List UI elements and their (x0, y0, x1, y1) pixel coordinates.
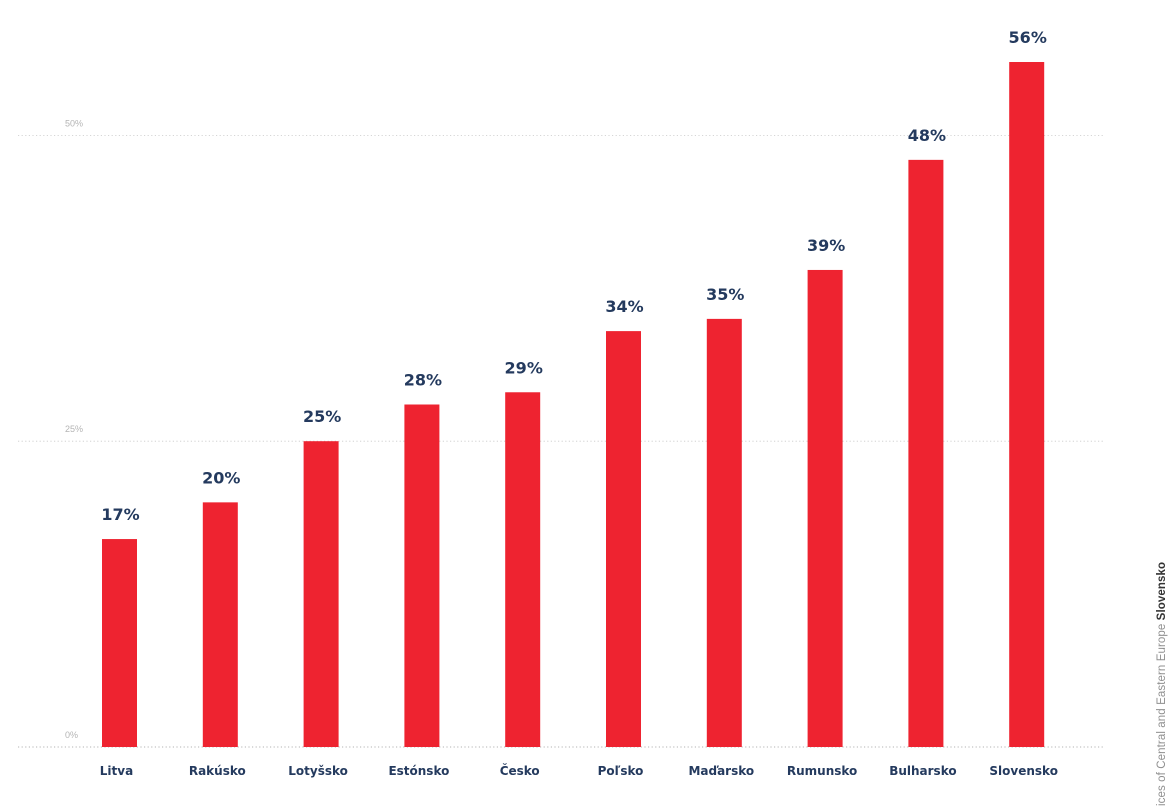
category-label: Litva (100, 764, 133, 778)
bar-bulharsko (908, 159, 944, 747)
category-label: Česko (500, 763, 540, 778)
bar-poľsko (606, 331, 641, 747)
value-label: 17% (101, 505, 139, 524)
bar-lotyšsko (303, 441, 339, 747)
source-note: ices of Central and Eastern Europe Slove… (1156, 562, 1168, 806)
bar-maďarsko (706, 318, 742, 747)
value-label: 28% (404, 371, 442, 390)
value-labels: 17% 20% 25% 28% 29% 34% 35% 39% 48% 56% (101, 28, 1046, 524)
bars (102, 62, 1045, 748)
category-label: Maďarsko (688, 764, 754, 778)
value-label: 29% (505, 358, 543, 377)
value-label: 39% (807, 236, 845, 255)
category-label: Rakúsko (189, 764, 246, 778)
source-prefix: ices of Central and Eastern Europe (1156, 620, 1168, 806)
y-tick-label: 50% (65, 118, 83, 128)
y-tick-label: 0% (65, 730, 78, 740)
category-label: Estónsko (388, 764, 449, 778)
value-label: 56% (1009, 28, 1047, 47)
category-labels: Litva Rakúsko Lotyšsko Estónsko Česko Poľsko M… (100, 763, 1058, 778)
category-label: Poľsko (598, 764, 644, 778)
value-label: 48% (908, 126, 946, 145)
bar-rakúsko (202, 502, 238, 747)
y-tick-label: 25% (65, 424, 83, 434)
value-label: 35% (706, 285, 744, 304)
bar-estónsko (404, 404, 440, 747)
bar-rumunsko (807, 269, 843, 747)
category-label: Lotyšsko (288, 764, 348, 778)
category-label: Slovensko (989, 764, 1058, 778)
value-label: 25% (303, 407, 341, 426)
value-label: 20% (202, 468, 240, 487)
bar-litva (102, 539, 137, 747)
bar-slovensko (1009, 62, 1045, 748)
source-highlight: Slovensko (1156, 561, 1168, 621)
bar-česko (505, 392, 541, 747)
category-label: Rumunsko (787, 764, 857, 778)
value-label: 34% (605, 297, 643, 316)
category-label: Bulharsko (889, 764, 956, 778)
